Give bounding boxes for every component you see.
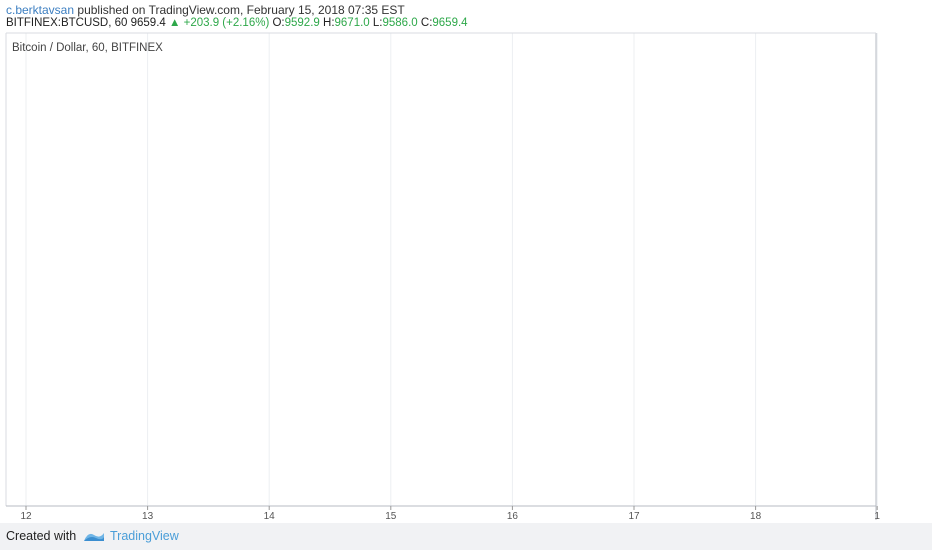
time-axis: 12 13 14 15 16 17 18 1 [20,506,880,522]
time-tick-label: 17 [628,511,640,522]
time-tick-label: 16 [507,511,519,522]
time-tick-label: 15 [385,511,397,522]
open-value: 9592.9 [284,17,320,29]
last-price: 9659.4 [130,17,166,29]
price-chart[interactable]: 8200.08400.08600.08800.09000.09200.09400… [0,0,932,523]
low-value: 9586.0 [382,17,418,29]
chart-title: Bitcoin / Dollar, 60, BITFINEX [12,42,163,54]
grid-lines [25,33,878,506]
author-link[interactable]: c.berktavsan [6,3,75,17]
close-value: 9659.4 [432,17,468,29]
time-tick-label: 18 [750,511,762,522]
time-tick-label: 13 [142,511,154,522]
symbol-info: BITFINEX:BTCUSD, 60 9659.4 ▲ +203.9 (+2.… [6,17,468,29]
tradingview-link[interactable]: TradingView [110,529,179,543]
tradingview-logo-icon[interactable] [82,529,106,548]
symbol-label: BITFINEX:BTCUSD, 60 [6,17,128,29]
time-tick-label: 14 [264,511,276,522]
time-tick-label: 12 [20,511,32,522]
high-value: 9671.0 [334,17,370,29]
price-change: +203.9 (+2.16%) [183,17,270,29]
footer-bar: Created with TradingView [0,523,932,550]
time-tick-label: 1 [874,511,880,522]
publish-info: c.berktavsan published on TradingView.co… [6,3,405,17]
created-with-label: Created with [6,529,77,543]
up-triangle-icon: ▲ [169,17,181,29]
publish-text: published on TradingView.com, February 1… [77,3,405,17]
